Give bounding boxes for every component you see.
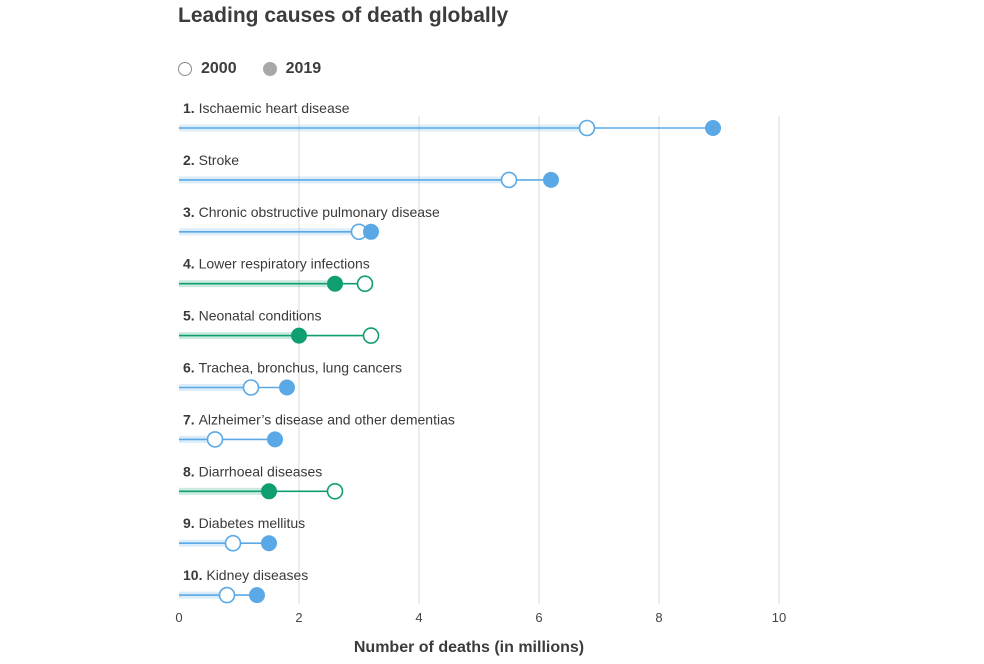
x-tick-label: 10	[772, 610, 786, 625]
point-2019	[705, 120, 721, 136]
x-tick-label: 8	[655, 610, 662, 625]
chart-row: 6. Trachea, bronchus, lung cancers	[179, 360, 402, 396]
category-label: 9. Diabetes mellitus	[183, 515, 305, 531]
category-rank: 5.	[183, 308, 199, 324]
chart-row: 7. Alzheimer’s disease and other dementi…	[179, 411, 455, 448]
category-label: 6. Trachea, bronchus, lung cancers	[183, 360, 402, 376]
category-label: 10. Kidney diseases	[183, 567, 308, 583]
x-axis-ticks: 0 2 4 6 8 10	[175, 610, 786, 625]
category-rank: 9.	[183, 515, 199, 531]
point-2019	[543, 171, 559, 188]
x-axis-title: Number of deaths (in millions)	[354, 639, 584, 656]
category-name: Diarrhoeal diseases	[199, 463, 323, 479]
point-2000	[206, 431, 224, 448]
category-name: Neonatal conditions	[199, 308, 322, 324]
category-label: 4. Lower respiratory infections	[183, 256, 370, 272]
open-circle-icon	[178, 62, 192, 76]
point-2019	[261, 483, 277, 500]
filled-circle-icon	[262, 62, 277, 76]
point-2000	[356, 275, 374, 293]
chart-row: 10. Kidney diseases	[179, 567, 308, 604]
category-label: 7. Alzheimer’s disease and other dementi…	[183, 411, 455, 427]
point-2019	[363, 223, 379, 240]
point-2019	[261, 535, 277, 552]
category-rank: 6.	[183, 360, 199, 376]
point-2000	[578, 119, 596, 137]
x-tick-label: 6	[535, 610, 542, 625]
point-2019	[291, 327, 307, 344]
chart-row: 1. Ischaemic heart disease	[179, 100, 721, 137]
chart-row: 2. Stroke	[179, 152, 559, 189]
category-name: Chronic obstructive pulmonary disease	[199, 204, 440, 220]
category-label: 8. Diarrhoeal diseases	[183, 463, 322, 479]
legend-item-2000[interactable]: 2000	[178, 60, 237, 78]
category-label: 2. Stroke	[183, 152, 239, 168]
point-2000	[218, 586, 236, 604]
chart-title: Leading causes of death globally	[178, 4, 509, 27]
point-2000	[362, 327, 380, 344]
category-label: 5. Neonatal conditions	[183, 308, 322, 324]
point-2000	[500, 171, 518, 189]
category-name: Stroke	[199, 152, 240, 168]
point-2019	[327, 275, 343, 292]
legend-label-2000: 2000	[201, 60, 237, 77]
chart-row: 4. Lower respiratory infections	[179, 256, 374, 293]
chart-rows: 1. Ischaemic heart disease 2. Stroke 3. Ch…	[179, 100, 721, 604]
chart-row: 3. Chronic obstructive pulmonary disease	[179, 204, 440, 241]
category-rank: 1.	[183, 100, 199, 116]
category-rank: 2.	[183, 152, 199, 168]
category-name: Diabetes mellitus	[199, 515, 306, 531]
category-name: Ischaemic heart disease	[199, 100, 350, 116]
category-name: Kidney diseases	[206, 567, 308, 583]
category-rank: 10.	[183, 567, 206, 583]
point-2019	[267, 431, 283, 448]
category-rank: 8.	[183, 463, 199, 479]
category-name: Trachea, bronchus, lung cancers	[199, 360, 402, 376]
category-name: Lower respiratory infections	[199, 256, 370, 272]
x-tick-label: 4	[415, 610, 422, 625]
category-name: Alzheimer’s disease and other dementias	[199, 411, 455, 427]
legend: 2000 2019	[178, 60, 347, 78]
category-rank: 7.	[183, 411, 199, 427]
x-tick-label: 0	[175, 610, 182, 625]
category-label: 3. Chronic obstructive pulmonary disease	[183, 204, 440, 220]
category-rank: 4.	[183, 256, 199, 272]
grid-lines	[298, 116, 780, 604]
legend-item-2019[interactable]: 2019	[262, 60, 322, 78]
point-2019	[279, 379, 295, 396]
category-label: 1. Ischaemic heart disease	[183, 100, 350, 116]
x-tick-label: 2	[295, 610, 302, 625]
point-2000	[326, 482, 344, 500]
legend-label-2019: 2019	[285, 60, 322, 77]
point-2000	[224, 534, 242, 552]
point-2019	[249, 587, 265, 604]
chart-row: 8. Diarrhoeal diseases	[179, 463, 344, 500]
category-rank: 3.	[183, 204, 199, 220]
point-2000	[242, 379, 260, 396]
chart-row: 9. Diabetes mellitus	[179, 515, 305, 552]
chart-row: 5. Neonatal conditions	[179, 308, 380, 344]
